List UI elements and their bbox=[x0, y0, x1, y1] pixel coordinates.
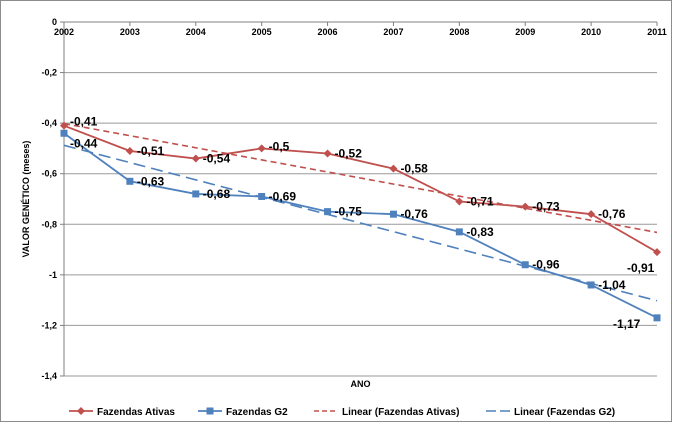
legend-label: Fazendas Ativas bbox=[97, 407, 175, 418]
data-label: -0,63 bbox=[137, 174, 165, 188]
data-point bbox=[191, 154, 200, 163]
data-point bbox=[587, 281, 595, 289]
x-tick-label: 2010 bbox=[581, 27, 601, 37]
y-tick-label: -1,2 bbox=[41, 320, 57, 330]
data-point bbox=[587, 210, 596, 219]
data-label: -0,68 bbox=[203, 187, 231, 201]
y-axis-title: VALOR GENÉTICO (meses) bbox=[21, 141, 31, 258]
legend-item: Fazendas Ativas bbox=[69, 407, 175, 418]
data-point bbox=[125, 146, 134, 155]
legend-marker bbox=[77, 407, 85, 415]
data-label: -0,76 bbox=[598, 207, 626, 221]
data-label: -0,44 bbox=[70, 136, 98, 150]
data-point bbox=[192, 190, 200, 198]
data-label: -0,51 bbox=[137, 144, 165, 158]
x-tick-label: 2003 bbox=[120, 27, 140, 37]
legend-label: Fazendas G2 bbox=[226, 407, 288, 418]
x-tick-label: 2002 bbox=[54, 27, 74, 37]
data-point bbox=[389, 210, 397, 218]
x-axis-title: ANO bbox=[351, 379, 371, 389]
gridlines bbox=[64, 72, 657, 377]
y-tick-label: -0,4 bbox=[41, 118, 57, 128]
legend-label: Linear (Fazendas G2) bbox=[514, 407, 615, 418]
legend-item: Linear (Fazendas G2) bbox=[486, 407, 615, 418]
x-tick-label: 2005 bbox=[252, 27, 272, 37]
legend-item: Fazendas G2 bbox=[198, 407, 288, 418]
data-label: -0,52 bbox=[335, 146, 363, 160]
x-tick-label: 2004 bbox=[186, 27, 206, 37]
y-tick-label: -0,6 bbox=[41, 169, 57, 179]
legend: Fazendas Ativas Fazendas G2 Linear (Fazend… bbox=[69, 407, 615, 418]
data-label: -1,04 bbox=[598, 278, 626, 292]
data-point bbox=[521, 202, 530, 211]
series-markers bbox=[60, 121, 661, 322]
y-tick-label: -1,4 bbox=[41, 371, 57, 381]
data-point bbox=[455, 197, 464, 206]
y-tick-label: -0,8 bbox=[41, 219, 57, 229]
data-point bbox=[323, 149, 332, 158]
axes bbox=[60, 21, 658, 377]
x-tick-label: 2006 bbox=[318, 27, 338, 37]
data-point bbox=[389, 164, 398, 173]
series-line bbox=[63, 132, 658, 319]
series-line bbox=[63, 124, 658, 253]
trendline bbox=[63, 122, 658, 234]
data-point bbox=[324, 208, 332, 216]
data-point bbox=[126, 177, 134, 185]
data-point bbox=[258, 192, 266, 200]
data-label: -0,69 bbox=[269, 189, 297, 203]
data-label: -0,41 bbox=[70, 115, 98, 129]
data-label: -0,91 bbox=[627, 261, 655, 275]
data-point bbox=[455, 228, 463, 236]
x-tick-label: 2011 bbox=[647, 27, 667, 37]
data-label: -0,54 bbox=[203, 152, 231, 166]
data-point bbox=[60, 129, 68, 137]
x-tick-label: 2009 bbox=[515, 27, 535, 37]
data-label: -0,75 bbox=[335, 205, 363, 219]
data-label: -0,83 bbox=[466, 225, 494, 239]
data-point bbox=[521, 261, 529, 269]
data-label: -0,58 bbox=[400, 162, 428, 176]
data-point bbox=[60, 121, 68, 130]
data-labels: -0,41 -0,51 -0,54 -0,5 -0,52 -0,58 -0,71 -0,73 -… bbox=[70, 115, 655, 331]
data-label: -0,76 bbox=[400, 207, 428, 221]
data-label: -0,73 bbox=[532, 200, 560, 214]
data-point bbox=[653, 248, 661, 257]
data-point bbox=[653, 314, 661, 322]
x-tick-label: 2007 bbox=[383, 27, 403, 37]
x-tick-label: 2008 bbox=[449, 27, 469, 37]
legend-marker bbox=[206, 407, 214, 415]
data-label: -0,71 bbox=[466, 195, 494, 209]
data-label: -1,17 bbox=[613, 317, 641, 331]
y-tick-label: -0,2 bbox=[41, 68, 57, 78]
series-lines bbox=[63, 124, 658, 319]
data-label: -0,96 bbox=[532, 258, 560, 272]
y-tick-label: 0 bbox=[52, 17, 57, 27]
legend-item: Linear (Fazendas Ativas) bbox=[314, 407, 459, 418]
data-label: -0,5 bbox=[269, 139, 290, 153]
data-point bbox=[257, 144, 266, 153]
y-tick-label: -1 bbox=[49, 270, 57, 280]
legend-label: Linear (Fazendas Ativas) bbox=[342, 407, 459, 418]
tick-labels: 2002 2003 2004 2005 2006 2007 2008 2009 2010 2011… bbox=[41, 17, 666, 381]
